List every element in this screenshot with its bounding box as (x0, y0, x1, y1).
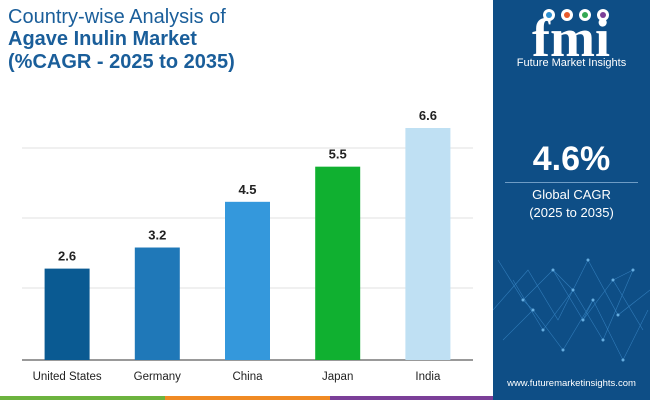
global-cagr-period: (2025 to 2035) (529, 205, 614, 220)
x-tick-label-japan: Japan (322, 371, 353, 383)
x-tick-label-germany: Germany (134, 371, 182, 383)
footer-stripe-green (0, 396, 165, 400)
x-tick-label-united-states: United States (33, 371, 102, 383)
footer-stripe-purple (330, 396, 493, 400)
chart-title-line-3: (%CAGR - 2025 to 2035) (8, 51, 235, 73)
bar-china (225, 201, 270, 360)
chart-title-block: Country-wise Analysis of Agave Inulin Ma… (8, 6, 488, 74)
cagr-divider (505, 182, 638, 183)
data-label-india: 6.6 (419, 108, 437, 123)
bar-chart: 2.6 United States 3.2 Germany 4.5 China 5.5 Jap… (22, 108, 473, 383)
bar-india (405, 128, 451, 360)
network-graphic (493, 258, 650, 362)
global-cagr-value: 4.6% (532, 140, 611, 178)
global-cagr-label: Global CAGR (532, 187, 611, 202)
data-label-china: 4.5 (238, 182, 256, 197)
x-tick-label-india: India (415, 371, 441, 383)
data-label-japan: 5.5 (329, 147, 347, 162)
bar-germany (134, 247, 180, 360)
data-label-united-states: 2.6 (58, 249, 76, 264)
footer-stripe-orange (165, 396, 330, 400)
bar-united-states (44, 268, 90, 360)
side-panel: fmi Future Market Insights 4.6% Global C… (493, 0, 650, 400)
brand-name: Future Market Insights (516, 57, 627, 69)
website-url: www.futuremarketinsights.com (507, 378, 636, 389)
chart-title-line-2: Agave Inulin Market (8, 28, 197, 50)
data-label-germany: 3.2 (148, 228, 166, 243)
x-tick-label-china: China (232, 371, 263, 383)
chart-title-line-1: Country-wise Analysis of (8, 6, 226, 28)
fmi-logo: fmi (532, 8, 610, 68)
bar-japan (315, 166, 361, 360)
